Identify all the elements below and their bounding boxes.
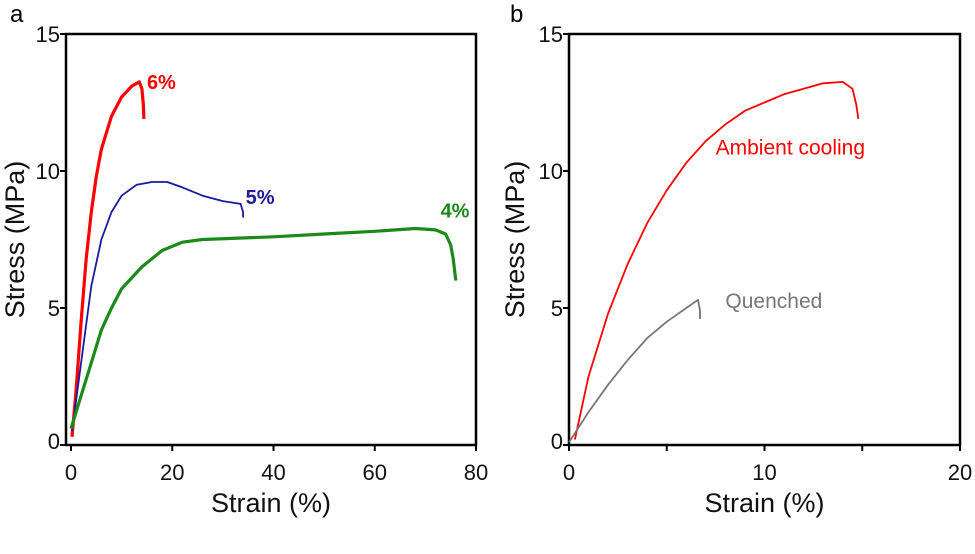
y-axis-title: Stress (MPa) bbox=[0, 161, 30, 319]
series-label: 5% bbox=[246, 187, 275, 209]
series-line-1 bbox=[70, 80, 146, 437]
x-tick-label: 20 bbox=[948, 460, 972, 485]
x-tick-label: 40 bbox=[261, 460, 285, 485]
y-tick-label: 15 bbox=[36, 22, 60, 47]
panel-b: b 0 5 10 15 0 10 20 Strain (%) Stress (MPa) Ambien… bbox=[500, 1, 972, 518]
series-line-3 bbox=[69, 226, 458, 430]
series-line-1 bbox=[574, 81, 860, 440]
x-tick-label: 20 bbox=[160, 460, 184, 485]
x-tick-label: 0 bbox=[65, 460, 77, 485]
plot-frame bbox=[64, 32, 478, 447]
x-axis-title: Strain (%) bbox=[704, 488, 824, 518]
panel-label: a bbox=[10, 1, 24, 28]
y-tick-label: 0 bbox=[551, 429, 563, 454]
y-axis-title: Stress (MPa) bbox=[500, 161, 530, 319]
series-label: Quenched bbox=[725, 290, 822, 313]
y-tick-label: 5 bbox=[48, 296, 60, 321]
x-tick-label: 80 bbox=[464, 460, 488, 485]
x-axis-title: Strain (%) bbox=[211, 488, 331, 518]
x-tick-label: 10 bbox=[752, 460, 776, 485]
series-line-2 bbox=[568, 298, 701, 443]
series-label: 6% bbox=[147, 72, 176, 94]
y-tick-label: 15 bbox=[539, 22, 563, 47]
panel-a: a 0 5 10 15 0 20 40 60 80 Strain (%) Stress (MPa) 6%… bbox=[0, 1, 488, 518]
plot-frame bbox=[567, 32, 962, 447]
series-line-2 bbox=[71, 181, 244, 432]
panel-label: b bbox=[510, 1, 523, 28]
y-tick-label: 0 bbox=[48, 429, 60, 454]
y-tick-label: 5 bbox=[551, 296, 563, 321]
y-tick-label: 10 bbox=[36, 159, 60, 184]
y-tick-label: 10 bbox=[539, 159, 563, 184]
series-label: Ambient cooling bbox=[716, 137, 865, 160]
x-tick-label: 0 bbox=[563, 460, 575, 485]
x-tick-label: 60 bbox=[363, 460, 387, 485]
series-label: 4% bbox=[441, 201, 470, 223]
